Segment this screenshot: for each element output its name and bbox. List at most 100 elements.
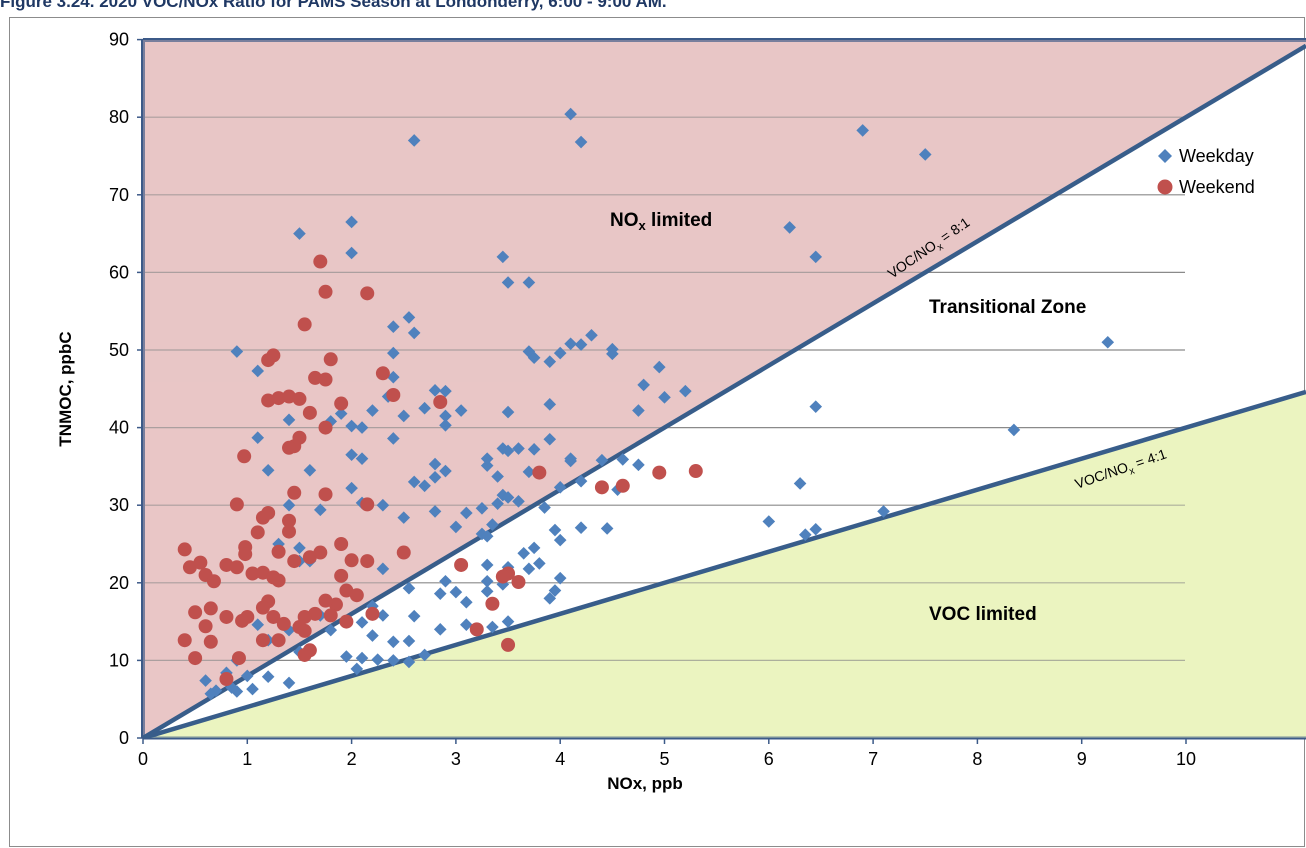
- weekday-point-74: [553, 481, 567, 494]
- x-tick-label-8: 8: [972, 749, 982, 769]
- weekend-point-6: [266, 348, 281, 363]
- weekday-point-121: [402, 655, 416, 669]
- legend-weekend-marker: [1157, 179, 1173, 195]
- weekday-point-89: [486, 518, 499, 531]
- ratio-lines: [143, 43, 1306, 738]
- weekday-point-29: [387, 370, 400, 384]
- weekday-point-32: [439, 384, 452, 398]
- weekend-point-57: [287, 554, 302, 569]
- weekday-point-61: [480, 459, 494, 472]
- weekend-point-87: [271, 633, 286, 648]
- weekday-point-155: [402, 581, 416, 595]
- weekend-point-70: [297, 647, 312, 662]
- weekday-point-35: [679, 384, 692, 398]
- weekday-point-88: [501, 491, 515, 504]
- weekday-point-80: [491, 497, 504, 510]
- weekend-point-55: [360, 554, 375, 569]
- weekday-point-129: [251, 618, 265, 632]
- weekday-point-43: [543, 398, 557, 411]
- weekday-point-153: [355, 452, 369, 465]
- weekday-point-140: [282, 676, 296, 690]
- weekday-point-162: [522, 562, 536, 576]
- weekend-point-4: [323, 352, 338, 367]
- weekend-point-22: [237, 449, 252, 464]
- weekend-point-33: [282, 513, 297, 528]
- weekday-point-150: [272, 537, 285, 551]
- weekend-point-23: [594, 480, 609, 495]
- weekday-point-138: [204, 687, 218, 701]
- weekday-point-10: [809, 250, 823, 264]
- weekday-point-137: [241, 669, 254, 683]
- weekday-point-47: [345, 419, 358, 433]
- weekday-point-16: [585, 328, 598, 342]
- weekend-point-79: [203, 601, 218, 616]
- legend: Weekday Weekend: [1157, 146, 1255, 197]
- x-axis-label: NOx, ppb: [607, 774, 683, 793]
- weekday-point-50: [282, 413, 296, 427]
- weekend-point-82: [203, 634, 218, 649]
- ratio-line-4-to-1: [143, 389, 1306, 738]
- weekday-point-96: [480, 558, 494, 572]
- weekend-point-43: [193, 555, 208, 570]
- weekend-point-60: [349, 588, 364, 603]
- weekend-point-51: [271, 573, 286, 588]
- weekday-point-93: [527, 541, 541, 555]
- weekday-point-109: [387, 635, 400, 649]
- y-tick-label-10: 10: [109, 650, 129, 670]
- weekend-point-26: [688, 464, 703, 479]
- region-label-voc-limited: VOC limited: [929, 604, 1037, 625]
- weekday-point-5: [345, 215, 358, 229]
- x-tick-label-1: 1: [242, 749, 252, 769]
- weekday-point-0: [564, 107, 577, 121]
- weekday-point-41: [439, 409, 452, 423]
- weekday-point-53: [251, 431, 265, 444]
- x-tick-label-6: 6: [764, 749, 774, 769]
- weekday-point-161: [553, 533, 567, 547]
- weekday-point-98: [553, 571, 567, 585]
- weekday-point-159: [293, 541, 306, 555]
- weekday-point-92: [475, 527, 489, 541]
- weekday-point-78: [475, 502, 489, 515]
- weekday-point-14: [387, 320, 400, 334]
- weekday-point-19: [574, 338, 588, 351]
- weekday-point-60: [564, 452, 577, 465]
- weekend-point-47: [229, 560, 244, 575]
- weekend-point-11: [261, 393, 276, 408]
- weekday-point-85: [314, 503, 327, 517]
- weekday-point-144: [809, 522, 823, 536]
- weekday-point-97: [533, 557, 546, 570]
- weekday-point-4: [918, 148, 932, 161]
- region-label-transitional: Transitional Zone: [929, 297, 1086, 318]
- y-tick-label-50: 50: [109, 340, 129, 360]
- weekday-point-52: [501, 405, 515, 419]
- weekday-point-34: [652, 360, 666, 374]
- weekday-point-120: [387, 654, 400, 667]
- y-tick-label-0: 0: [119, 728, 129, 748]
- weekend-point-95: [501, 637, 516, 652]
- weekend-point-63: [323, 608, 338, 623]
- weekday-point-124: [340, 650, 353, 663]
- weekday-point-79: [538, 501, 551, 514]
- weekday-point-71: [574, 474, 588, 488]
- weekend-point-78: [188, 605, 203, 620]
- weekend-point-77: [219, 609, 234, 624]
- weekday-point-22: [230, 345, 244, 358]
- y-tick-label-30: 30: [109, 495, 129, 515]
- weekday-point-115: [433, 623, 447, 636]
- weekend-point-94: [469, 622, 484, 637]
- x-tick-label-0: 0: [138, 749, 148, 769]
- weekend-point-59: [339, 583, 354, 598]
- weekday-point-69: [480, 452, 494, 465]
- weekday-point-48: [355, 421, 369, 434]
- weekend-point-7: [308, 370, 323, 385]
- weekend-point-14: [292, 391, 307, 406]
- weekend-point-80: [198, 619, 213, 634]
- weekday-point-77: [460, 506, 473, 520]
- weekday-point-25: [527, 351, 541, 365]
- weekday-point-145: [877, 505, 890, 518]
- weekday-point-44: [334, 407, 348, 420]
- weekday-point-31: [428, 384, 442, 397]
- weekday-point-6: [293, 227, 306, 240]
- weekend-point-74: [255, 600, 270, 615]
- weekday-point-99: [480, 574, 494, 588]
